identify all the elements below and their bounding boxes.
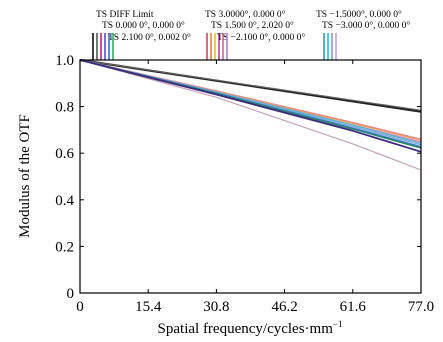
- y-tick-label: 0: [67, 286, 75, 302]
- legend-label: TS −2.100 0°, 0.000 0°: [217, 32, 305, 43]
- tick-labels: 0 15.4 30.8 46.2 61.6 77.0 0 0.2 0.4 0.6 0.8 1.0: [55, 53, 434, 315]
- y-tick-label: 0.6: [55, 146, 74, 162]
- series-line: [79, 59, 422, 111]
- y-axis-label: Modulus of the OTF: [17, 114, 33, 238]
- legend-label: TS −3.000 0°, 0.000 0°: [322, 20, 410, 31]
- x-tick-label: 30.8: [203, 299, 229, 315]
- y-tick-label: 0.4: [55, 193, 74, 209]
- plot-frame: [79, 59, 422, 294]
- y-tick-label: 1.0: [55, 53, 74, 69]
- x-tick-label: 46.2: [271, 299, 297, 315]
- x-tick-label: 0: [76, 299, 84, 315]
- series-line: [79, 59, 422, 171]
- x-axis-label: Spatial frequency/cycles·mm−1: [158, 319, 343, 337]
- legend-label: TS DIFF Limit: [96, 10, 154, 20]
- x-tick-label: 15.4: [135, 299, 162, 315]
- x-axis-label-superscript: −1: [333, 319, 343, 329]
- x-tick-label: 61.6: [340, 299, 367, 315]
- series-layer: [79, 58, 422, 171]
- legend-label: TS 2.100 0°, 0.002 0°: [108, 32, 191, 43]
- x-tick-label: 77.0: [408, 299, 434, 315]
- legend-label: TS 0.000 0°, 0.000 0°: [102, 20, 185, 31]
- legend-label: TS 1.500 0°, 2.020 0°: [211, 20, 294, 31]
- y-tick-label: 0.2: [55, 239, 74, 255]
- series-line: [79, 59, 422, 153]
- legend-label: TS −1.5000°, 0.000 0°: [316, 9, 402, 20]
- legend-label: TS 3.0000°, 0.000 0°: [205, 9, 286, 20]
- axes: [79, 59, 422, 294]
- y-tick-label: 0.8: [55, 100, 74, 116]
